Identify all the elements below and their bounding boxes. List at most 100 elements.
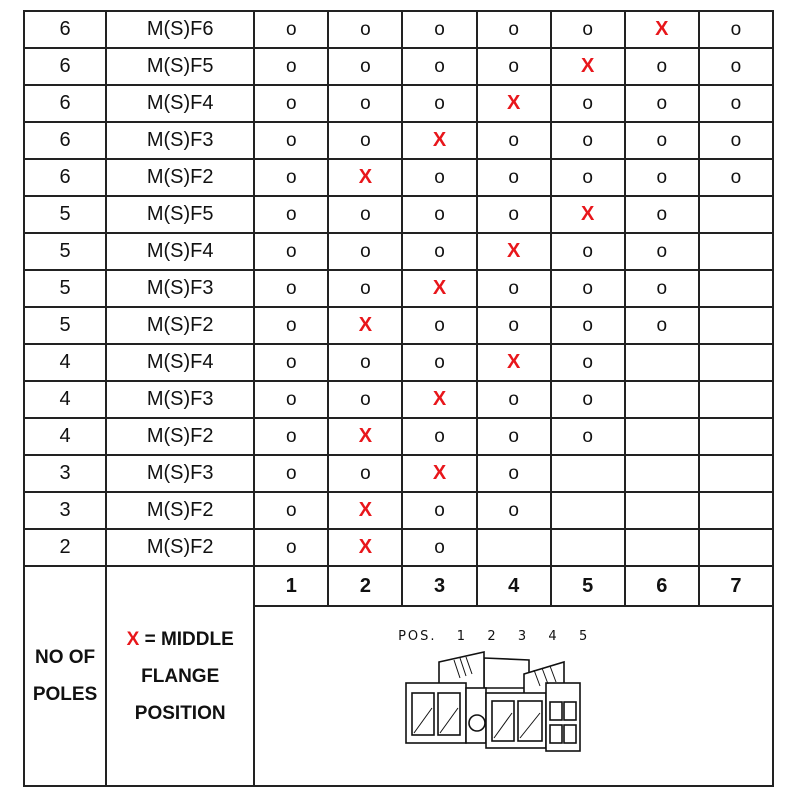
position-mark: o	[253, 417, 330, 456]
position-mark: o	[475, 417, 552, 456]
position-mark: o	[253, 84, 330, 123]
position-mark: o	[549, 121, 626, 160]
poles-cell: 4	[22, 417, 108, 456]
empty-cell	[697, 195, 775, 234]
poles-cell: 3	[22, 454, 108, 493]
position-mark: o	[253, 380, 330, 419]
position-header: 5	[549, 565, 626, 607]
empty-cell	[697, 232, 775, 271]
position-mark: o	[475, 158, 552, 197]
poles-cell: 6	[22, 47, 108, 86]
empty-cell	[697, 417, 775, 456]
position-mark: o	[623, 158, 700, 197]
poles-cell: 2	[22, 528, 108, 567]
position-mark: o	[401, 306, 478, 345]
middle-flange-mark: X	[401, 454, 478, 493]
position-mark: o	[253, 47, 330, 86]
legend: X = MIDDLE FLANGE POSITION	[105, 565, 256, 787]
empty-cell	[475, 528, 552, 567]
middle-flange-mark: X	[327, 158, 404, 197]
type-cell: M(S)F5	[105, 195, 256, 234]
legend-text-line1: = MIDDLE	[139, 628, 234, 650]
position-mark: o	[475, 121, 552, 160]
position-mark: o	[327, 121, 404, 160]
empty-cell	[623, 528, 700, 567]
position-mark: o	[475, 47, 552, 86]
empty-cell	[549, 528, 626, 567]
position-mark: o	[549, 343, 626, 382]
position-mark: o	[401, 491, 478, 530]
empty-cell	[549, 454, 626, 493]
poles-cell: 5	[22, 232, 108, 271]
position-mark: o	[253, 343, 330, 382]
middle-flange-mark: X	[327, 528, 404, 567]
connector-diagram-cell: POS. 1 2 3 4 5	[253, 605, 774, 787]
position-mark: o	[475, 306, 552, 345]
position-mark: o	[475, 195, 552, 234]
type-cell: M(S)F3	[105, 454, 256, 493]
type-cell: M(S)F4	[105, 232, 256, 271]
position-mark: o	[549, 417, 626, 456]
position-mark: o	[549, 10, 626, 49]
position-mark: o	[623, 269, 700, 308]
position-mark: o	[623, 84, 700, 123]
legend-text-line2: FLANGE	[141, 665, 220, 687]
position-mark: o	[623, 47, 700, 86]
poles-cell: 6	[22, 84, 108, 123]
position-mark: o	[327, 343, 404, 382]
empty-cell	[697, 306, 775, 345]
empty-cell	[623, 491, 700, 530]
position-mark: o	[401, 232, 478, 271]
empty-cell	[623, 343, 700, 382]
legend-symbol: X	[126, 628, 140, 650]
position-mark: o	[253, 10, 330, 49]
position-mark: o	[549, 306, 626, 345]
connector-diagram	[404, 650, 581, 752]
position-mark: o	[327, 232, 404, 271]
position-mark: o	[401, 84, 478, 123]
position-mark: o	[253, 121, 330, 160]
empty-cell	[623, 380, 700, 419]
diagram-position-label: POS. 1 2 3 4 5	[398, 628, 590, 644]
position-mark: o	[623, 195, 700, 234]
position-mark: o	[549, 158, 626, 197]
poles-cell: 4	[22, 343, 108, 382]
empty-cell	[697, 454, 775, 493]
diagram-row: POS. 1 2 3 4 5	[24, 605, 774, 787]
poles-label-line1: NO OF	[34, 647, 96, 668]
position-header: 2	[327, 565, 404, 607]
position-mark: o	[327, 84, 404, 123]
empty-cell	[697, 528, 775, 567]
position-mark: o	[475, 491, 552, 530]
position-mark: o	[401, 528, 478, 567]
middle-flange-mark: X	[327, 306, 404, 345]
position-mark: o	[253, 528, 330, 567]
type-cell: M(S)F4	[105, 343, 256, 382]
type-cell: M(S)F2	[105, 158, 256, 197]
position-mark: o	[401, 417, 478, 456]
position-header: 7	[697, 565, 775, 607]
empty-cell	[697, 269, 775, 308]
middle-flange-mark: X	[401, 380, 478, 419]
type-cell: M(S)F3	[105, 269, 256, 308]
position-mark: o	[697, 121, 775, 160]
poles-cell: 5	[22, 195, 108, 234]
position-mark: o	[253, 454, 330, 493]
empty-cell	[697, 491, 775, 530]
position-mark: o	[253, 195, 330, 234]
poles-label-line2: POLES	[32, 684, 98, 705]
middle-flange-mark: X	[475, 84, 552, 123]
position-mark: o	[549, 269, 626, 308]
middle-flange-mark: X	[549, 195, 626, 234]
position-mark: o	[623, 121, 700, 160]
type-cell: M(S)F2	[105, 417, 256, 456]
position-header: 4	[475, 565, 552, 607]
type-cell: M(S)F3	[105, 380, 256, 419]
